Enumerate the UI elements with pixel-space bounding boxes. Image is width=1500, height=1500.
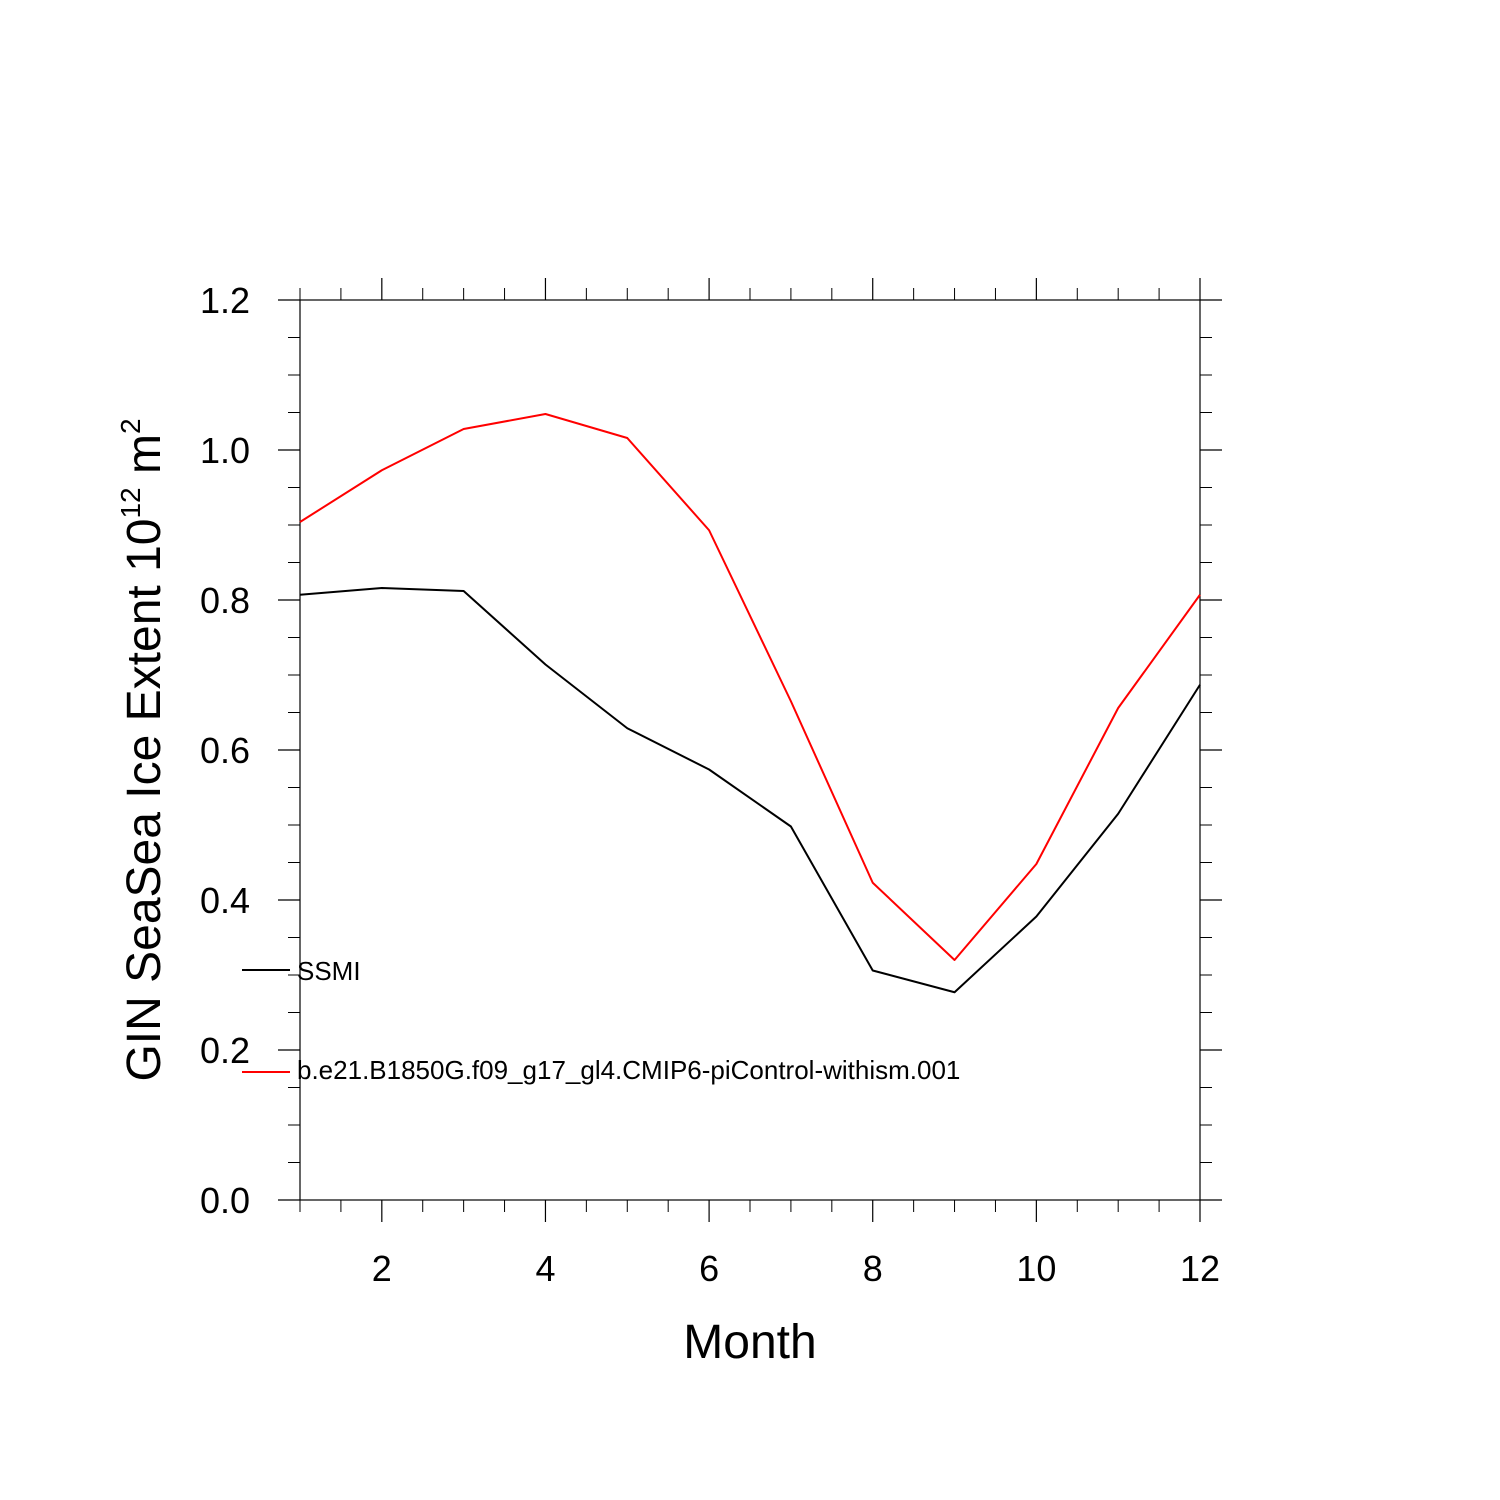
- legend-label-model: b.e21.B1850G.f09_g17_gl4.CMIP6-piControl…: [297, 1055, 960, 1085]
- plot-frame: [299, 299, 1201, 1201]
- series-line-0: [299, 587, 1201, 994]
- y-tick-label: 0.0: [200, 1180, 250, 1221]
- x-tick-label: 6: [699, 1248, 719, 1289]
- y-axis-title-exp1: 12: [115, 487, 146, 518]
- x-tick-label: 4: [535, 1248, 555, 1289]
- x-tick-label: 2: [372, 1248, 392, 1289]
- y-axis-title: GIN SeaSea Ice Extent 1012 m2: [115, 418, 171, 1081]
- x-tick-label: 12: [1180, 1248, 1220, 1289]
- y-tick-label: 0.6: [200, 730, 250, 771]
- y-tick-label: 0.4: [200, 880, 250, 921]
- series-line-1: [299, 413, 1201, 961]
- legend-label-ssmi: SSMI: [297, 956, 361, 986]
- minor-ticks: [288, 288, 1212, 1212]
- x-tick-label: 8: [863, 1248, 883, 1289]
- tick-labels: 2 4 6 8 10 12 0.0 0.2 0.4 0.6 0.8 1.0 1.2: [200, 280, 1220, 1289]
- y-tick-label: 0.8: [200, 580, 250, 621]
- y-axis-title-mid: m: [118, 434, 171, 487]
- y-tick-label: 1.0: [200, 430, 250, 471]
- y-tick-label: 0.2: [200, 1030, 250, 1071]
- x-tick-label: 10: [1016, 1248, 1056, 1289]
- major-ticks: [278, 278, 1222, 1222]
- y-tick-label: 1.2: [200, 280, 250, 321]
- y-axis-title-main: GIN SeaSea Ice Extent 10: [118, 519, 171, 1082]
- x-axis-title: Month: [683, 1316, 816, 1369]
- y-axis-title-exp2: 2: [115, 418, 146, 434]
- series-lines: [299, 413, 1201, 994]
